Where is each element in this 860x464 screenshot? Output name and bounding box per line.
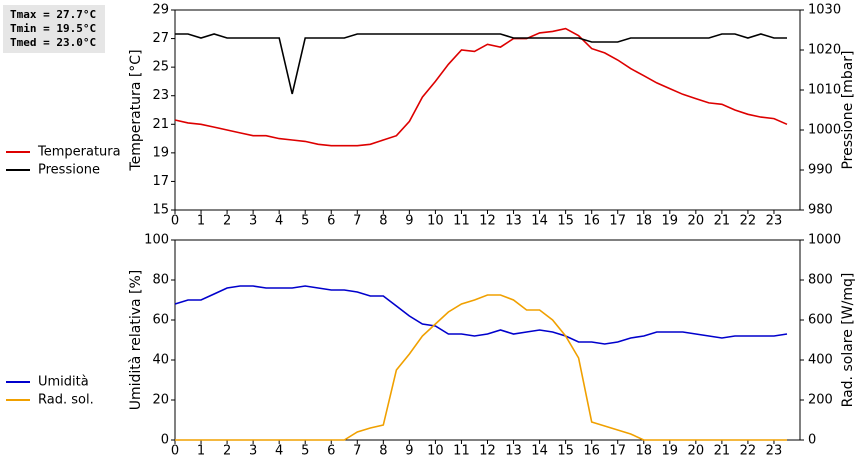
y2-tick-label: 800 — [808, 273, 833, 288]
x-tick-label: 18 — [635, 214, 652, 229]
y2-tick-label: 1030 — [808, 3, 841, 18]
x-tick-label: 7 — [353, 444, 361, 459]
y2-tick-label: 0 — [808, 433, 816, 448]
series-line — [175, 33, 787, 95]
legend-label: Pressione — [38, 163, 100, 178]
y2-tick-label: 400 — [808, 353, 833, 368]
y-tick-label: 29 — [152, 3, 169, 18]
x-tick-label: 0 — [171, 214, 179, 229]
x-tick-label: 20 — [688, 214, 705, 229]
x-tick-label: 4 — [275, 444, 283, 459]
x-tick-label: 3 — [249, 444, 257, 459]
x-tick-label: 21 — [714, 214, 731, 229]
y-tick-label: 19 — [152, 145, 169, 160]
x-tick-label: 10 — [427, 444, 444, 459]
x-tick-label: 8 — [379, 214, 387, 229]
x-tick-label: 11 — [453, 214, 470, 229]
x-tick-label: 2 — [223, 214, 231, 229]
x-tick-label: 8 — [379, 444, 387, 459]
x-tick-label: 17 — [609, 444, 626, 459]
x-tick-label: 1 — [197, 214, 205, 229]
plot-area — [174, 239, 801, 441]
y2-axis-label: Pressione [mbar] — [840, 50, 856, 169]
x-tick-label: 17 — [609, 214, 626, 229]
x-tick-label: 2 — [223, 444, 231, 459]
x-tick-label: 12 — [479, 444, 496, 459]
y-tick-label: 40 — [152, 353, 169, 368]
y2-axis-label: Rad. solare [W/mq] — [840, 273, 856, 408]
x-tick-label: 5 — [301, 444, 309, 459]
x-tick-label: 22 — [740, 214, 757, 229]
x-tick-label: 21 — [714, 444, 731, 459]
annotation: Tmed = 23.0°C — [10, 36, 96, 49]
y2-tick-label: 600 — [808, 313, 833, 328]
y-tick-label: 17 — [152, 174, 169, 189]
annotation: Tmax = 27.7°C — [10, 8, 96, 21]
x-tick-label: 19 — [662, 444, 679, 459]
series-line — [174, 285, 788, 345]
series-line — [174, 27, 788, 147]
y-tick-label: 60 — [152, 313, 169, 328]
x-tick-label: 23 — [766, 214, 783, 229]
x-tick-label: 19 — [662, 214, 679, 229]
x-tick-label: 9 — [405, 214, 413, 229]
legend-label: Rad. sol. — [38, 393, 94, 408]
y-tick-label: 21 — [152, 117, 169, 132]
y2-tick-label: 1010 — [808, 83, 841, 98]
y-axis-label: Temperatura [°C] — [128, 49, 144, 171]
y2-tick-label: 1020 — [808, 43, 841, 58]
x-tick-label: 4 — [275, 214, 283, 229]
x-tick-label: 12 — [479, 214, 496, 229]
legend-label: Temperatura — [37, 145, 121, 160]
series-line — [175, 294, 787, 441]
y-axis-label: Umidità relativa [%] — [128, 270, 144, 411]
annotation-box — [3, 5, 105, 53]
x-tick-label: 16 — [583, 214, 600, 229]
x-tick-label: 6 — [327, 444, 335, 459]
y-tick-label: 100 — [144, 233, 169, 248]
x-tick-label: 3 — [249, 214, 257, 229]
x-tick-label: 0 — [171, 444, 179, 459]
x-tick-label: 13 — [505, 214, 522, 229]
x-tick-label: 11 — [453, 444, 470, 459]
x-tick-label: 22 — [740, 444, 757, 459]
x-tick-label: 15 — [557, 444, 574, 459]
annotation: Tmin = 19.5°C — [10, 22, 96, 35]
x-tick-label: 7 — [353, 214, 361, 229]
y-tick-label: 20 — [152, 393, 169, 408]
x-tick-label: 9 — [405, 444, 413, 459]
y2-tick-label: 200 — [808, 393, 833, 408]
y-tick-label: 80 — [152, 273, 169, 288]
y2-tick-label: 1000 — [808, 123, 841, 138]
x-tick-label: 5 — [301, 214, 309, 229]
legend-label: Umidità — [38, 375, 89, 390]
y-tick-label: 23 — [152, 88, 169, 103]
x-tick-label: 18 — [635, 444, 652, 459]
x-tick-label: 1 — [197, 444, 205, 459]
x-tick-label: 16 — [583, 444, 600, 459]
x-tick-label: 14 — [531, 214, 548, 229]
x-tick-label: 14 — [531, 444, 548, 459]
y-tick-label: 25 — [152, 60, 169, 75]
x-tick-label: 10 — [427, 214, 444, 229]
x-tick-label: 13 — [505, 444, 522, 459]
y-tick-label: 27 — [152, 31, 169, 46]
x-tick-label: 20 — [688, 444, 705, 459]
y2-tick-label: 990 — [808, 163, 833, 178]
y2-tick-label: 980 — [808, 203, 833, 218]
plot-area — [174, 9, 801, 211]
y-tick-label: 0 — [161, 433, 169, 448]
x-tick-label: 15 — [557, 214, 574, 229]
x-tick-label: 23 — [766, 444, 783, 459]
y-tick-label: 15 — [152, 203, 169, 218]
x-tick-label: 6 — [327, 214, 335, 229]
y2-tick-label: 1000 — [808, 233, 841, 248]
